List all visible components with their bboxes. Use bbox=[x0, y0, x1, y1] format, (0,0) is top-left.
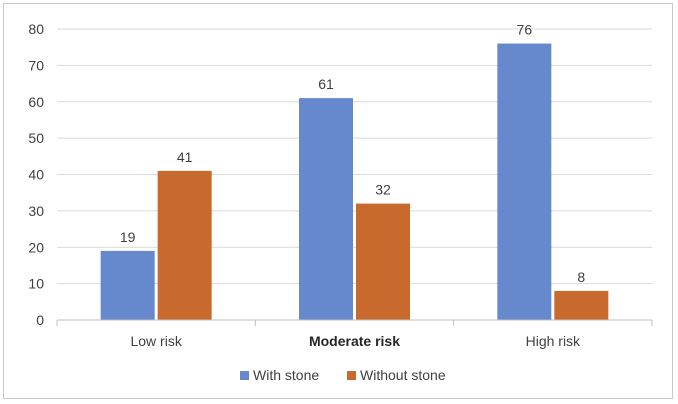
y-tick-label: 0 bbox=[36, 312, 44, 328]
y-axis-ticks: 0 10 20 30 40 50 60 70 80 bbox=[28, 21, 44, 328]
legend: With stone Without stone bbox=[240, 367, 446, 383]
data-label: 19 bbox=[120, 229, 136, 245]
y-tick-label: 50 bbox=[28, 130, 44, 146]
data-labels: 19 41 61 32 76 8 bbox=[120, 22, 586, 285]
bar-with-stone bbox=[497, 43, 552, 321]
data-label: 41 bbox=[177, 149, 193, 165]
bar-with-stone bbox=[100, 250, 155, 320]
y-tick-label: 30 bbox=[28, 203, 44, 219]
data-label: 61 bbox=[318, 76, 334, 92]
y-tick-label: 20 bbox=[28, 239, 44, 255]
data-label: 8 bbox=[577, 269, 585, 285]
y-tick-label: 60 bbox=[28, 94, 44, 110]
legend-label: Without stone bbox=[360, 367, 446, 383]
legend-swatch bbox=[347, 371, 356, 380]
y-tick-label: 40 bbox=[28, 167, 44, 183]
bar-without-stone bbox=[157, 170, 212, 320]
bar-without-stone bbox=[554, 290, 609, 320]
legend-label: With stone bbox=[253, 367, 319, 383]
x-axis: Low risk Moderate risk High risk bbox=[56, 319, 653, 349]
x-category-label: Low risk bbox=[130, 333, 182, 349]
legend-swatch bbox=[240, 371, 249, 380]
bars bbox=[100, 43, 609, 321]
x-category-label: Moderate risk bbox=[309, 333, 400, 349]
data-label: 32 bbox=[375, 182, 391, 198]
y-tick-label: 70 bbox=[28, 57, 44, 73]
bar-with-stone bbox=[299, 98, 353, 320]
y-tick-label: 80 bbox=[28, 21, 44, 37]
bar-without-stone bbox=[356, 203, 410, 320]
y-tick-label: 10 bbox=[28, 276, 44, 292]
data-label: 76 bbox=[517, 22, 533, 38]
x-category-label: High risk bbox=[526, 333, 581, 349]
